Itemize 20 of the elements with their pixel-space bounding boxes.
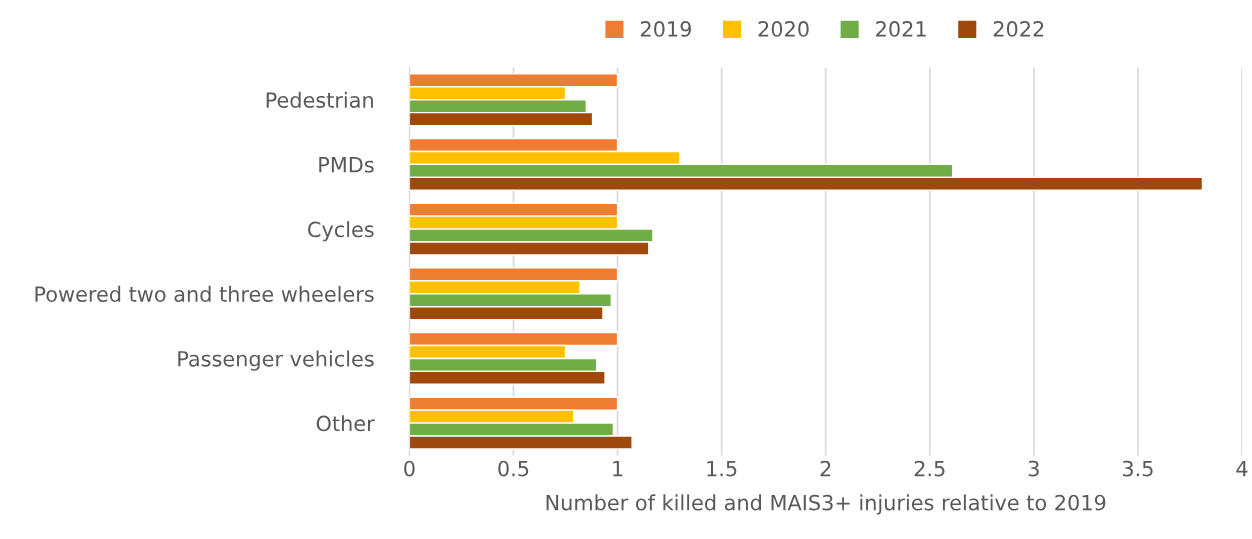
x-tick-label: 3 [1028,460,1039,477]
y-tick-label: Cycles [308,221,374,242]
y-tick-label: Pedestrian [266,91,373,108]
x-tick-label: 1 [613,460,623,477]
x-tick-label: 2.5 [914,460,945,477]
y-tick-label: Other [316,415,375,432]
x-tick-label: 3.5 [1122,460,1153,477]
x-tick-label: 0.5 [498,460,529,477]
x-axis-title: Number of killed and MAIS3+ injuries relative to 2019 [546,494,1106,515]
x-tick-label: 4 [1236,460,1248,477]
legend-label: 2019 [640,21,691,37]
legend-label: 2022 [993,21,1044,37]
x-tick-label: 2 [820,460,831,477]
x-tick-label: 1.5 [707,460,737,477]
y-tick-label: Passenger vehicles [178,350,374,371]
x-tick-label: 0 [404,460,415,477]
legend-label: 2021 [876,21,926,37]
legend-label: 2020 [758,21,809,37]
y-tick-label: PMDs [319,157,374,173]
y-tick-label: Powered two and three wheelers [35,285,374,302]
